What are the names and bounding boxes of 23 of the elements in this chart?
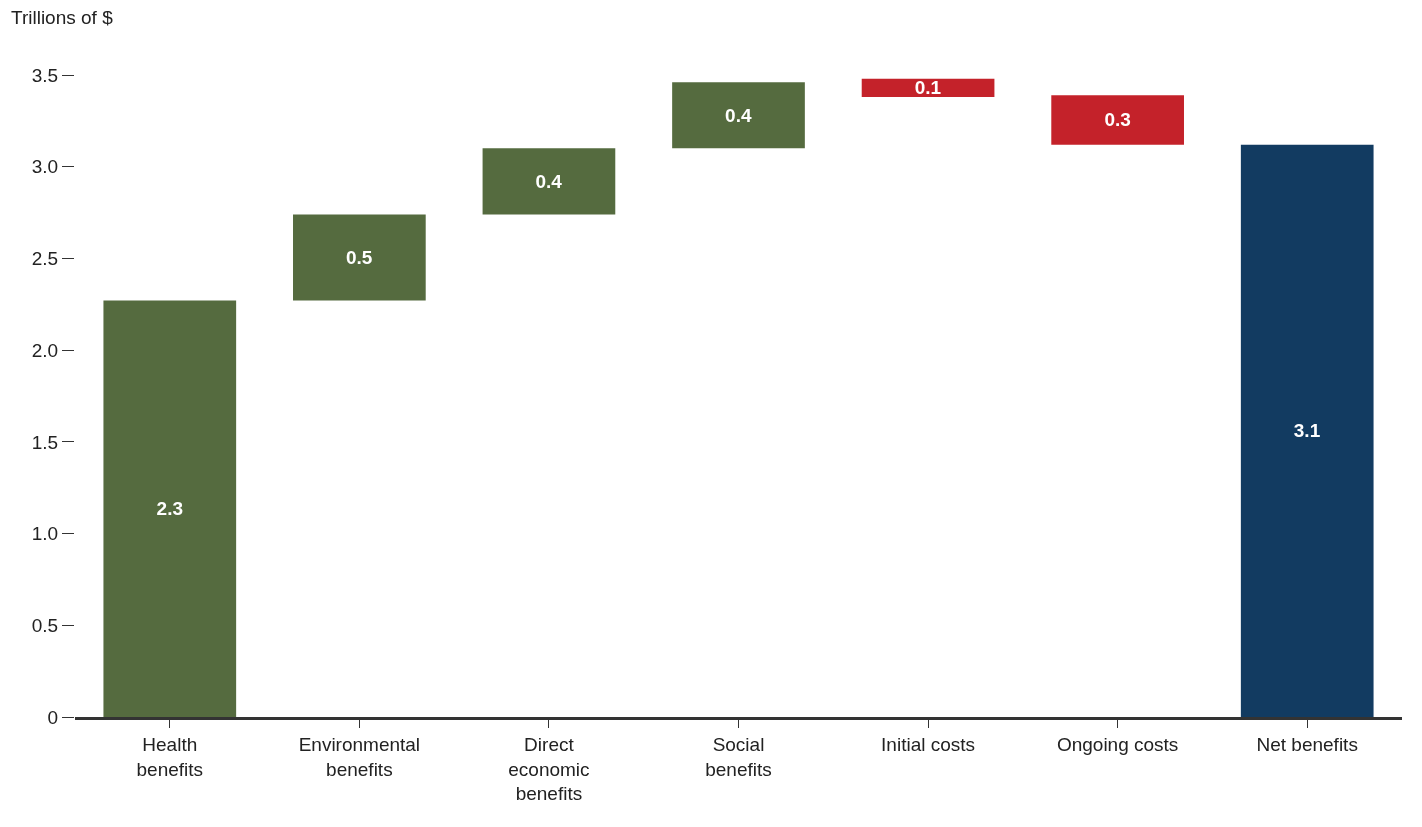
x-tick-label: Ongoing costs <box>1056 733 1179 755</box>
x-tick-label: Direct economic benefits <box>508 733 590 805</box>
x-tick-label: Initial costs <box>881 733 976 755</box>
x-tick-label: Health benefits <box>136 733 204 780</box>
data-label: 0.3 <box>1104 109 1131 131</box>
data-label: 2.3 <box>156 498 183 520</box>
x-tick-label: Environmental benefits <box>298 733 421 780</box>
y-tick-label: 0.5 <box>31 614 59 636</box>
x-tick-label: Social benefits <box>705 733 772 780</box>
y-tick-label: 3.5 <box>31 64 59 86</box>
y-axis-title: Trillions of $ <box>11 7 114 28</box>
x-tick-label: Net benefits <box>1256 733 1358 755</box>
data-label: 3.1 <box>1293 420 1321 442</box>
data-label: 0.4 <box>725 104 752 126</box>
y-tick-label: 1.5 <box>31 431 59 453</box>
data-label: 0.1 <box>914 77 942 99</box>
y-tick-label: 0 <box>47 706 59 728</box>
data-label: 0.5 <box>345 247 373 269</box>
data-label: 0.4 <box>535 170 563 192</box>
y-tick-label: 3.0 <box>31 156 59 178</box>
y-tick-label: 2.0 <box>31 339 59 361</box>
y-tick-label: 1.0 <box>31 523 59 545</box>
y-tick-label: 2.5 <box>31 248 59 270</box>
